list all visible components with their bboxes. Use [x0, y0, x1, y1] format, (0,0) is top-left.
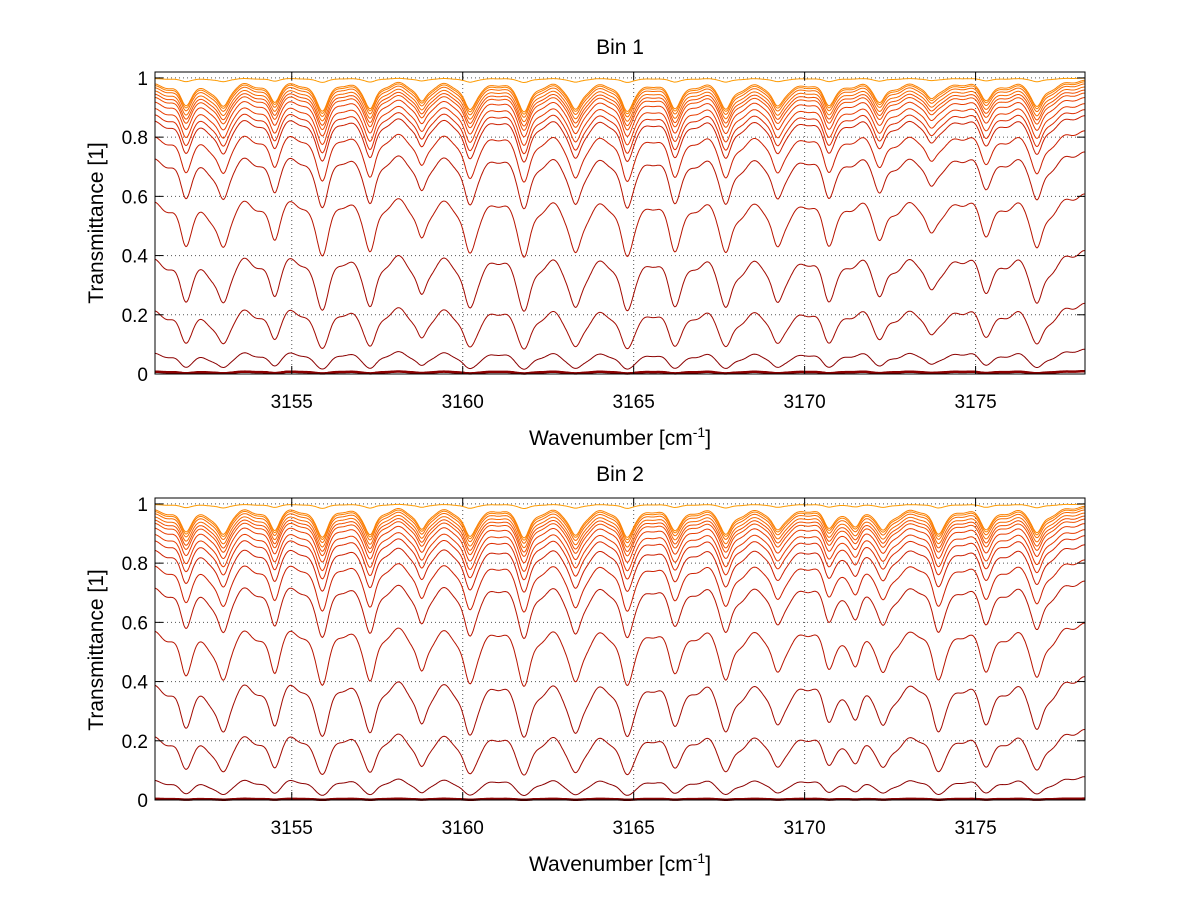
y-axis-ticks: 0 0.2 0.4 0.6 0.8 1: [122, 495, 1085, 812]
x-axis-ticks: 3155 3160 3165 3170 3175: [271, 498, 997, 839]
x-tick-label: 3155: [271, 392, 313, 413]
series-lines: [154, 503, 1085, 801]
chart-title: Bin 2: [596, 463, 644, 486]
series-line: [154, 92, 1085, 131]
grid: [155, 498, 1085, 801]
y-axis-label: Transmittance [1]: [85, 142, 108, 303]
y-tick-label: 1: [137, 495, 148, 516]
series-line: [154, 544, 1085, 593]
chart-panel-bin-2: Bin 2 3155 3160 3165 3170 3175 0 0.2 0.4 0.6 0.8…: [85, 463, 1086, 876]
y-tick-label: 1: [137, 69, 148, 90]
y-tick-label: 0.4: [122, 673, 149, 694]
x-axis-ticks: 3155 3160 3165 3170 3175: [271, 72, 997, 413]
y-tick-label: 0.8: [122, 554, 148, 575]
series-line: [154, 81, 1085, 115]
y-tick-label: 0.6: [122, 187, 148, 208]
y-tick-label: 0.2: [122, 306, 148, 327]
series-line: [154, 130, 1085, 183]
grid: [155, 72, 1085, 375]
y-tick-label: 0: [137, 365, 148, 386]
series-line: [154, 89, 1085, 127]
plot-frame: [154, 497, 1086, 801]
x-tick-label: 3170: [783, 818, 825, 839]
x-tick-label: 3175: [954, 392, 996, 413]
series-line: [154, 729, 1085, 776]
series-line: [154, 86, 1085, 123]
series-line: [155, 370, 1085, 375]
series-line: [154, 523, 1085, 564]
x-axis-label: Wavenumber [cm-1]: [529, 424, 711, 450]
x-tick-label: 3160: [442, 818, 484, 839]
y-axis-ticks: 0 0.2 0.4 0.6 0.8 1: [122, 69, 1085, 386]
series-line: [154, 103, 1085, 146]
y-tick-label: 0: [137, 791, 148, 812]
series-line: [154, 515, 1085, 553]
series-line: [154, 776, 1085, 797]
series-line: [155, 77, 1085, 84]
series-line: [154, 559, 1085, 613]
series-line: [154, 109, 1086, 155]
series-line: [154, 509, 1085, 544]
y-tick-label: 0.2: [122, 732, 148, 753]
series-line: [154, 507, 1085, 541]
y-axis-label: Transmittance [1]: [85, 569, 108, 730]
x-tick-label: 3160: [442, 392, 484, 413]
series-line: [154, 797, 1085, 801]
y-tick-label: 0.8: [122, 128, 148, 149]
plot-frame: [154, 71, 1086, 375]
y-tick-label: 0.4: [122, 247, 149, 268]
x-tick-label: 3165: [613, 392, 655, 413]
series-line: [154, 348, 1085, 370]
x-axis-label: Wavenumber [cm-1]: [529, 850, 711, 876]
series-line: [155, 503, 1085, 509]
series-line: [154, 83, 1085, 118]
series-line: [154, 302, 1085, 350]
series-line: [154, 79, 1085, 113]
series-line: [154, 622, 1085, 688]
series-line: [154, 518, 1085, 557]
x-tick-label: 3175: [954, 818, 996, 839]
x-tick-label: 3165: [613, 818, 655, 839]
x-tick-label: 3155: [271, 818, 313, 839]
series-line: [154, 580, 1085, 640]
series-line: [154, 529, 1085, 572]
x-tick-label: 3170: [783, 392, 825, 413]
chart-panel-bin-1: Bin 1 3155 3160 3165 3170 3175 0 0.2 0.4 0.6 0.8…: [85, 36, 1086, 450]
series-line: [154, 676, 1085, 738]
series-line: [154, 512, 1085, 549]
series-line: [154, 115, 1085, 163]
series-line: [154, 151, 1085, 210]
series-lines: [154, 77, 1086, 375]
series-line: [154, 193, 1085, 258]
series-line: [154, 505, 1085, 539]
series-line: [154, 250, 1085, 312]
y-tick-label: 0.6: [122, 613, 148, 634]
series-line: [154, 97, 1085, 138]
chart-title: Bin 1: [596, 36, 644, 59]
series-line: [154, 535, 1085, 581]
